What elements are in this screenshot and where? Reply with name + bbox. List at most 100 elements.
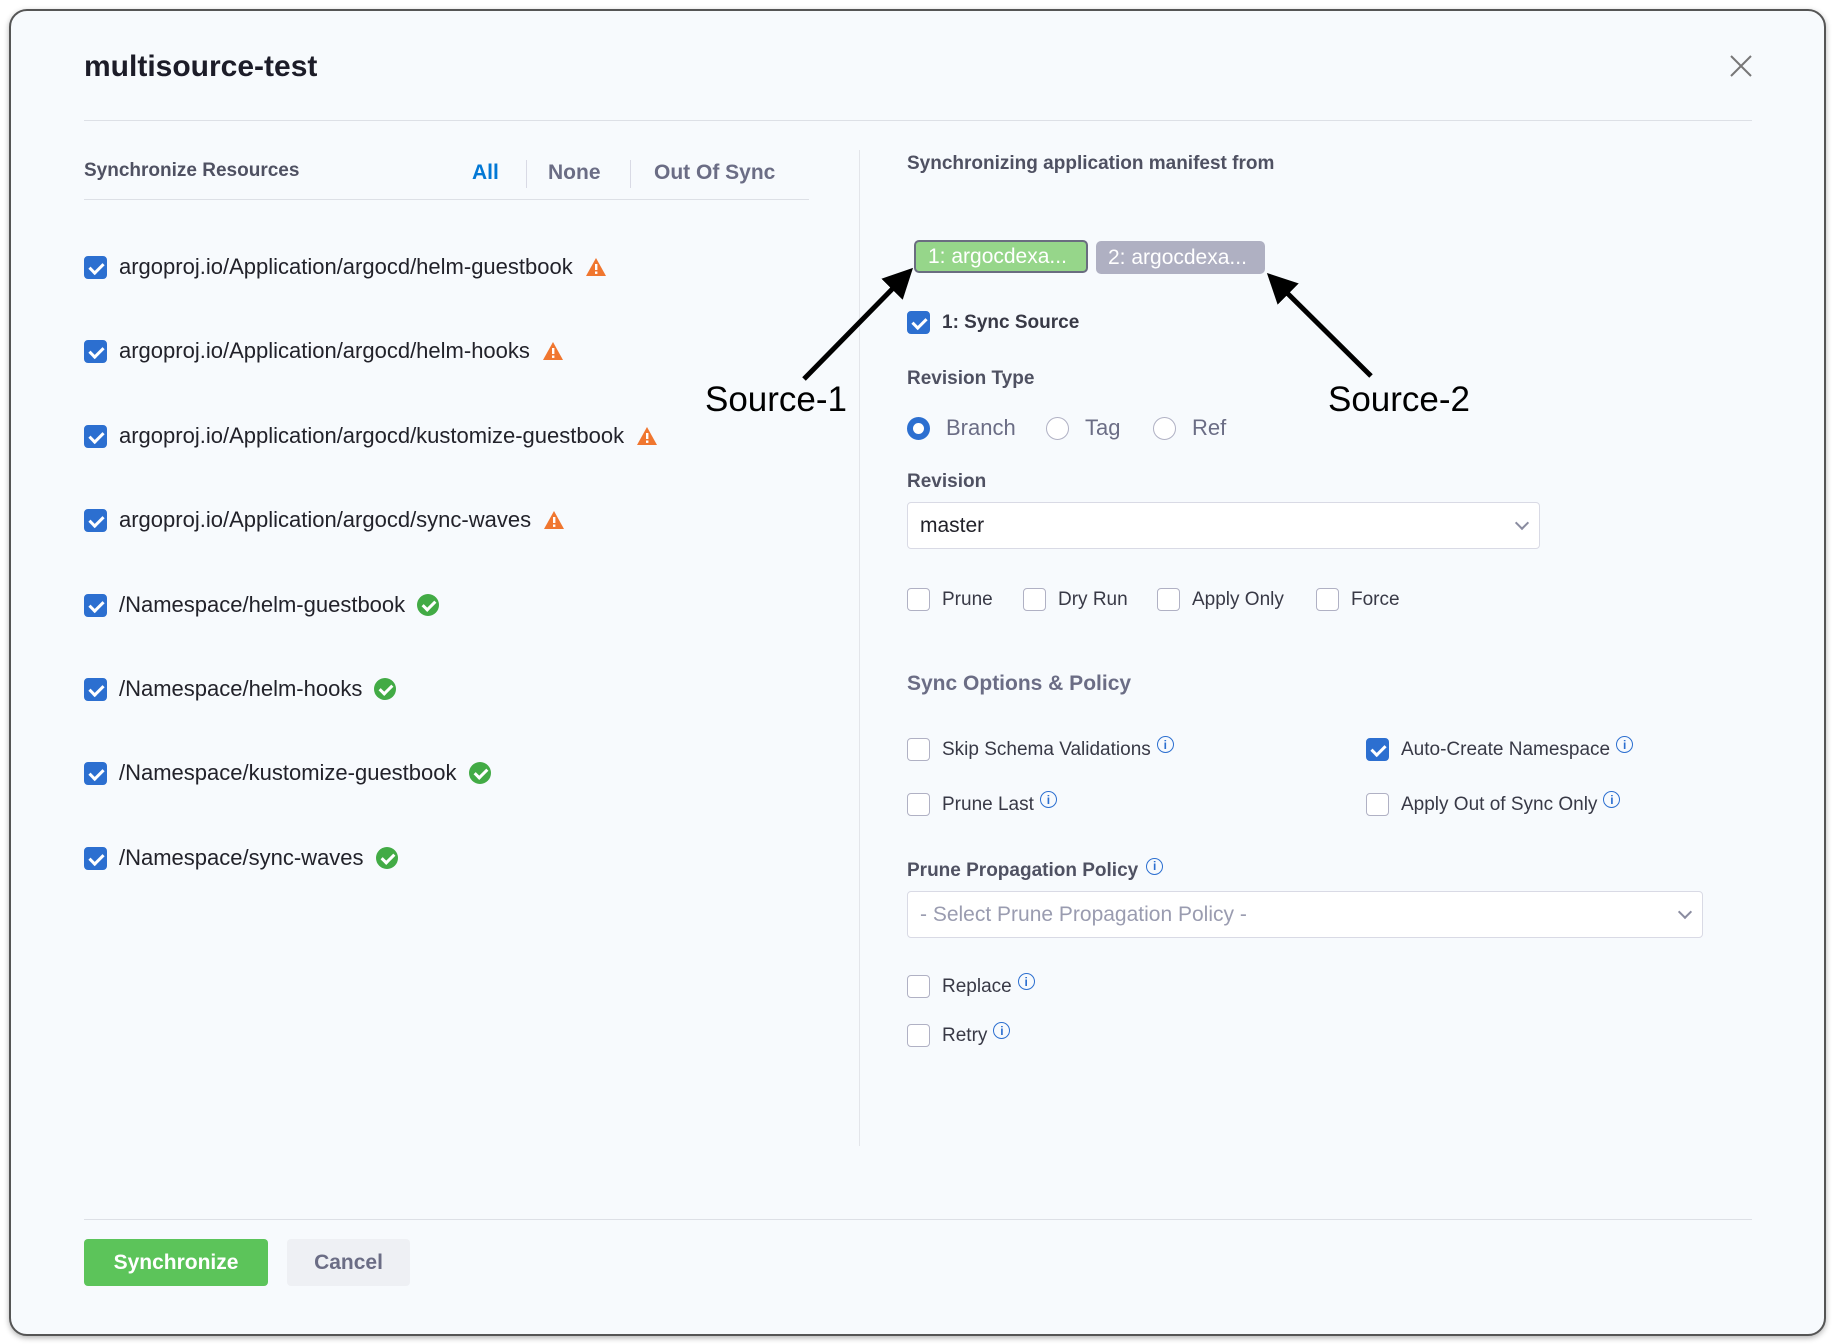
retry-option[interactable]: Retry i <box>907 1022 1011 1047</box>
radio-ref[interactable]: Ref <box>1153 415 1226 441</box>
apply-only-checkbox[interactable]: Apply Only <box>1157 588 1284 611</box>
checkbox[interactable] <box>1157 588 1180 611</box>
radio-icon[interactable] <box>1046 416 1069 440</box>
resource-item[interactable]: /Namespace/kustomize-guestbook <box>84 760 491 786</box>
sync-source-checkbox[interactable] <box>907 311 930 334</box>
resource-checkbox[interactable] <box>84 508 107 532</box>
resource-name: argoproj.io/Application/argocd/kustomize… <box>119 423 625 448</box>
resource-item[interactable]: /Namespace/helm-hooks <box>84 676 397 702</box>
prune-policy-label: Prune Propagation Policy <box>907 860 1139 881</box>
checkbox-label: Auto-Create Namespace <box>1401 738 1611 760</box>
radio-icon[interactable] <box>1153 416 1176 440</box>
chevron-down-icon <box>1514 515 1530 530</box>
info-icon[interactable]: i <box>1146 857 1164 875</box>
resource-name: argoproj.io/Application/argocd/sync-wave… <box>119 507 532 532</box>
synchronize-button[interactable]: Synchronize <box>84 1239 268 1286</box>
resource-checkbox[interactable] <box>84 255 107 279</box>
manifest-heading: Synchronizing application manifest from <box>907 153 1275 174</box>
checkbox-label: Apply Out of Sync Only <box>1401 793 1598 815</box>
info-icon[interactable]: i <box>1616 736 1634 753</box>
resource-item[interactable]: argoproj.io/Application/argocd/helm-hook… <box>84 338 564 364</box>
resource-name: /Namespace/helm-hooks <box>119 676 363 701</box>
revision-label: Revision <box>907 471 987 492</box>
prune-last-option[interactable]: Prune Last i <box>907 791 1057 816</box>
tab-all[interactable]: All <box>472 161 499 184</box>
resource-checkbox[interactable] <box>84 677 107 701</box>
tab-separator <box>526 160 527 188</box>
check-circle-icon <box>374 678 397 700</box>
warning-icon <box>542 342 563 360</box>
tab-out-of-sync[interactable]: Out Of Sync <box>654 161 776 184</box>
info-icon[interactable]: i <box>1156 736 1174 753</box>
annotation-source-2: Source-2 <box>1328 380 1471 419</box>
checkbox[interactable] <box>907 793 930 816</box>
checkbox[interactable] <box>1316 588 1339 611</box>
checkbox-label: Prune <box>942 588 993 610</box>
source-2-pill[interactable]: 2: argocdexa... <box>1096 241 1265 274</box>
check-circle-icon <box>417 594 440 616</box>
checkbox[interactable] <box>907 738 930 761</box>
resource-name: /Namespace/helm-guestbook <box>119 592 406 617</box>
warning-icon <box>544 511 565 529</box>
checkbox[interactable] <box>907 588 930 611</box>
revision-select[interactable]: master <box>907 502 1540 549</box>
chevron-down-icon <box>1677 904 1693 919</box>
checkbox-label: Dry Run <box>1058 588 1128 610</box>
checkbox[interactable] <box>1023 588 1046 611</box>
info-icon[interactable]: i <box>1039 791 1057 808</box>
sync-dialog <box>9 9 1826 1336</box>
tab-separator <box>630 160 631 188</box>
revision-type-label: Revision Type <box>907 368 1035 389</box>
auto-create-namespace-option[interactable]: Auto-Create Namespace i <box>1366 736 1634 761</box>
dialog-title: multisource-test <box>84 50 318 83</box>
sync-options-heading: Sync Options & Policy <box>907 672 1132 695</box>
radio-label: Branch <box>946 415 1016 440</box>
info-icon[interactable]: i <box>993 1022 1011 1039</box>
replace-option[interactable]: Replace i <box>907 973 1035 998</box>
annotation-source-1: Source-1 <box>705 380 848 419</box>
cancel-button[interactable]: Cancel <box>287 1239 410 1286</box>
tab-none[interactable]: None <box>548 161 601 184</box>
column-divider <box>859 150 860 1146</box>
dry-run-checkbox[interactable]: Dry Run <box>1023 588 1128 611</box>
resource-checkbox[interactable] <box>84 339 107 363</box>
resource-item[interactable]: argoproj.io/Application/argocd/kustomize… <box>84 423 658 449</box>
check-circle-icon <box>375 847 398 869</box>
check-circle-icon <box>468 762 491 784</box>
warning-icon <box>585 258 606 276</box>
resource-item[interactable]: argoproj.io/Application/argocd/helm-gues… <box>84 254 607 280</box>
sync-resources-heading: Synchronize Resources <box>84 160 300 181</box>
resource-checkbox[interactable] <box>84 593 107 617</box>
resource-checkbox[interactable] <box>84 424 107 448</box>
checkbox[interactable] <box>907 975 930 998</box>
resource-checkbox[interactable] <box>84 761 107 785</box>
radio-icon[interactable] <box>907 416 930 440</box>
checkbox[interactable] <box>907 1024 930 1047</box>
radio-branch[interactable]: Branch <box>907 415 1016 441</box>
tabs-divider <box>84 199 809 200</box>
radio-label: Ref <box>1192 415 1227 440</box>
info-icon[interactable]: i <box>1017 973 1035 990</box>
resource-checkbox[interactable] <box>84 846 107 870</box>
checkbox[interactable] <box>1366 738 1389 761</box>
resource-item[interactable]: /Namespace/sync-waves <box>84 845 398 871</box>
force-checkbox[interactable]: Force <box>1316 588 1400 611</box>
prune-policy-select[interactable]: - Select Prune Propagation Policy - <box>907 891 1703 938</box>
resource-item[interactable]: argoproj.io/Application/argocd/sync-wave… <box>84 507 565 533</box>
revision-value: master <box>920 513 985 537</box>
checkbox-label: Force <box>1351 588 1400 610</box>
checkbox[interactable] <box>1366 793 1389 816</box>
apply-out-of-sync-option[interactable]: Apply Out of Sync Only i <box>1366 791 1621 816</box>
resource-item[interactable]: /Namespace/helm-guestbook <box>84 592 440 618</box>
radio-tag[interactable]: Tag <box>1046 415 1120 441</box>
prune-checkbox[interactable]: Prune <box>907 588 993 611</box>
checkbox-label: Prune Last <box>942 793 1034 815</box>
prune-policy-placeholder: - Select Prune Propagation Policy - <box>920 902 1247 926</box>
sync-source-label: 1: Sync Source <box>942 311 1080 333</box>
skip-schema-option[interactable]: Skip Schema Validations i <box>907 736 1174 761</box>
source-1-pill[interactable]: 1: argocdexa... <box>914 240 1088 273</box>
resource-name: argoproj.io/Application/argocd/helm-gues… <box>119 254 573 279</box>
checkbox-label: Skip Schema Validations <box>942 738 1151 760</box>
close-icon[interactable] <box>1727 52 1755 80</box>
info-icon[interactable]: i <box>1603 791 1621 808</box>
